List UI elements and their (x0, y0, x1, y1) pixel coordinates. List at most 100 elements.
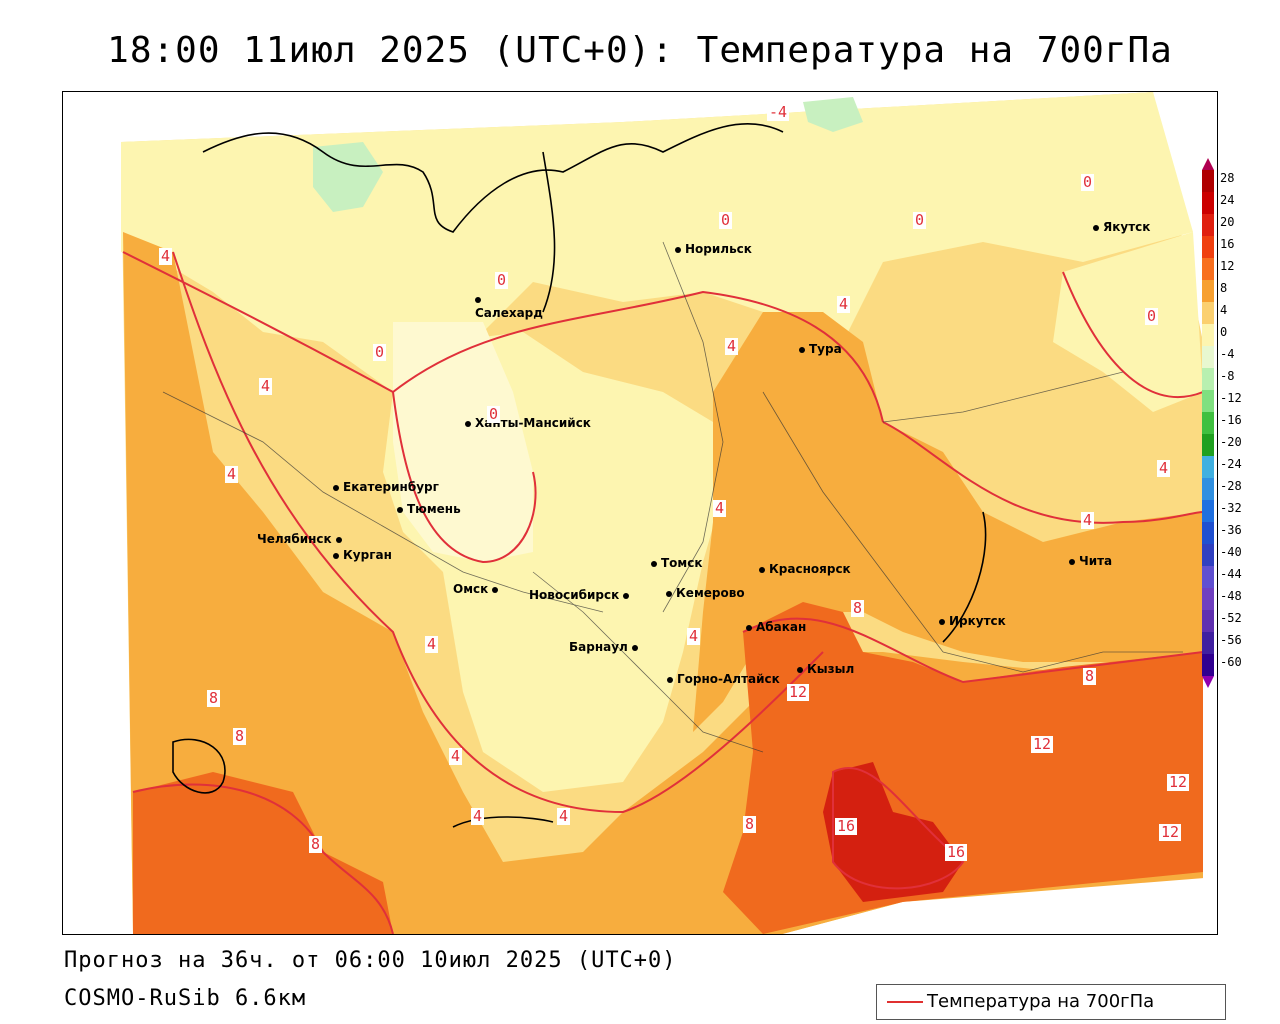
contour-label: 12 (1031, 735, 1054, 753)
contour-label: 4 (425, 635, 439, 653)
city-barnaul: Барнаул (569, 640, 642, 654)
city-dot (797, 666, 803, 673)
scale-cell (1202, 434, 1214, 456)
city-dot (623, 592, 630, 599)
contour-label: 8 (207, 689, 221, 707)
contour-label: -4 (767, 103, 790, 121)
city-salekhard: Салехард (475, 292, 543, 320)
scale-cell (1202, 236, 1214, 258)
contour-label: 4 (713, 499, 727, 517)
contour-label: 4 (471, 807, 485, 825)
scale-cell (1202, 456, 1214, 478)
scale-tick-label: -12 (1220, 391, 1242, 405)
contour-label: 0 (1145, 307, 1159, 325)
contour-label: 4 (687, 627, 701, 645)
scale-tick-label: -36 (1220, 523, 1242, 537)
zone-16-20 (823, 762, 963, 902)
city-dot (759, 566, 765, 573)
city-chita: Чита (1069, 554, 1112, 568)
contour-label: 8 (851, 599, 865, 617)
city-dot (475, 296, 481, 303)
city-dot (333, 552, 339, 559)
scale-cell (1202, 368, 1214, 390)
scale-cell (1202, 280, 1214, 302)
scale-tick-label: -60 (1220, 655, 1242, 669)
zone-0-4-north (121, 92, 1193, 392)
city-norilsk: Норильск (675, 242, 752, 256)
zone-12-16-sw (133, 772, 393, 934)
scale-tick-label: 4 (1220, 303, 1228, 317)
scale-cell (1202, 632, 1214, 654)
scale-cell (1202, 566, 1214, 588)
city-yakutsk: Якутск (1093, 220, 1150, 234)
scale-cell (1202, 654, 1214, 676)
contour-label: 8 (743, 815, 757, 833)
contour-label: 12 (787, 683, 810, 701)
city-dot (465, 420, 471, 427)
contour-label: 16 (945, 843, 968, 861)
city-dot (492, 586, 499, 593)
scale-tick-label: -52 (1220, 611, 1242, 625)
city-omsk: Омск (453, 582, 502, 596)
scale-top-arrow (1202, 158, 1214, 170)
zone-neg-2 (803, 97, 863, 132)
zone-0-4-east (1053, 232, 1203, 412)
scale-tick-label: 24 (1220, 193, 1235, 207)
city-dot (939, 618, 945, 625)
scale-tick-label: -48 (1220, 589, 1242, 603)
scale-cell (1202, 192, 1214, 214)
scale-tick-label: 28 (1220, 171, 1235, 185)
contour-label: 0 (487, 405, 501, 423)
scale-tick-label: -16 (1220, 413, 1242, 427)
scale-tick-label: 16 (1220, 237, 1235, 251)
temperature-field (63, 92, 1217, 934)
scale-cell (1202, 588, 1214, 610)
zone-neg-1 (313, 142, 383, 212)
city-dot (651, 560, 657, 567)
city-novosibirsk: Новосибирск (529, 588, 633, 602)
contour-label: 4 (1081, 511, 1095, 529)
scale-tick-label: -20 (1220, 435, 1242, 449)
legend-label: Температура на 700гПа (927, 991, 1155, 1012)
scale-tick-label: -4 (1220, 347, 1235, 361)
contour-label: 0 (1081, 173, 1095, 191)
scale-tick-label: 12 (1220, 259, 1235, 273)
city-chelyabinsk: Челябинск (257, 532, 346, 546)
scale-cell (1202, 390, 1214, 412)
city-yekaterinburg: Екатеринбург (333, 480, 439, 494)
city-irkutsk: Иркутск (939, 614, 1006, 628)
city-dot (675, 246, 681, 253)
contour-label: 4 (557, 807, 571, 825)
contour-label: 4 (259, 377, 273, 395)
scale-tick-label: -24 (1220, 457, 1242, 471)
contour-label: 4 (837, 295, 851, 313)
scale-cell (1202, 500, 1214, 522)
scale-cell (1202, 610, 1214, 632)
color-scale (1202, 158, 1214, 688)
contour-label: 0 (913, 211, 927, 229)
city-abakan: Абакан (746, 620, 806, 634)
zone-8-12-west (123, 232, 793, 934)
contour-label: 4 (225, 465, 239, 483)
contour-label: 8 (233, 727, 247, 745)
city-tyumen: Тюмень (397, 502, 461, 516)
city-dot (631, 644, 638, 651)
contour-label: 12 (1159, 823, 1182, 841)
city-dot (1093, 224, 1099, 231)
contour-label: 8 (1083, 667, 1097, 685)
city-dot (746, 624, 752, 631)
contour-label: 4 (725, 337, 739, 355)
scale-tick-label: -32 (1220, 501, 1242, 515)
scale-cell (1202, 544, 1214, 566)
scale-tick-label: 8 (1220, 281, 1228, 295)
city-dot (667, 676, 673, 683)
scale-cell (1202, 522, 1214, 544)
forecast-info: Прогноз на 36ч. от 06:00 10июл 2025 (UTC… (64, 948, 677, 973)
contour-label: 4 (159, 247, 173, 265)
scale-cell (1202, 258, 1214, 280)
scale-tick-label: -44 (1220, 567, 1242, 581)
scale-cell (1202, 412, 1214, 434)
city-krasnoyarsk: Красноярск (759, 562, 851, 576)
scale-cell (1202, 302, 1214, 324)
contour-label: 0 (373, 343, 387, 361)
